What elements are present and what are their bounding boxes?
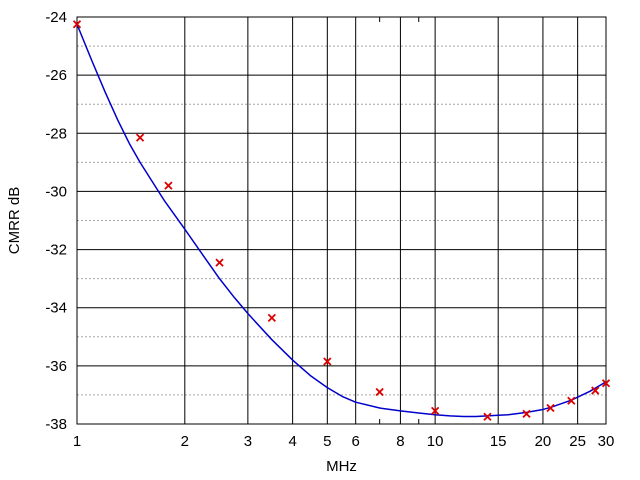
data-point-marker [135,133,145,142]
y-tick-label: -28 [45,125,67,142]
y-tick-label: -34 [45,300,67,317]
x-tick-label: 25 [569,433,586,450]
marker-stroke [567,396,576,405]
y-axis-title: CMRR dB [6,187,23,255]
marker-stroke [267,313,276,323]
data-point-marker [430,406,440,416]
x-tick-label: 8 [396,433,404,450]
marker-stroke [135,133,145,142]
marker-stroke [483,412,492,421]
x-tick-label: 1 [73,433,81,450]
data-point-marker [215,258,224,267]
y-tick-label: -38 [45,416,67,433]
marker-stroke [164,181,173,190]
data-point-marker [323,357,332,366]
data-point-marker [601,379,611,388]
marker-stroke [522,409,531,418]
marker-stroke [323,357,332,366]
y-tick-label: -24 [45,9,67,26]
data-point-marker [522,409,531,418]
x-axis-title: MHz [326,458,357,475]
x-tick-label: 4 [288,433,296,450]
data-point-marker [164,181,173,190]
series-layer [72,20,611,421]
tick-labels: 1 2 3 4 5 6 8 10 15 20 25 30 -38 -36 -34 -32 -30 -28 -26 -2… [45,9,614,450]
marker-stroke [430,406,440,416]
x-tick-label: 15 [490,433,507,450]
x-tick-label: 10 [427,433,444,450]
y-tick-label: -26 [45,67,67,84]
data-point-marker [375,387,384,397]
x-tick-label: 3 [244,433,252,450]
fit-curve-line [76,23,607,418]
x-tick-label: 5 [323,433,331,450]
data-point-marker [546,403,555,413]
marker-stroke [72,20,82,29]
data-point-marker [72,20,82,29]
y-tick-label: -32 [45,242,67,259]
x-tick-label: 30 [598,433,615,450]
minor-grid [77,17,606,424]
data-point-marker [267,313,276,323]
marker-stroke [215,258,224,267]
y-tick-label: -36 [45,358,67,375]
marker-stroke [591,386,600,395]
data-point-marker [483,412,492,421]
plot-frame [76,16,607,425]
marker-stroke [375,387,384,397]
marker-stroke [601,379,611,388]
data-point-marker [591,386,600,395]
marker-stroke [546,403,555,413]
y-tick-label: -30 [45,183,67,200]
x-tick-label: 6 [352,433,360,450]
x-tick-label: 20 [535,433,552,450]
data-point-marker [567,396,576,405]
x-tick-label: 2 [181,433,189,450]
